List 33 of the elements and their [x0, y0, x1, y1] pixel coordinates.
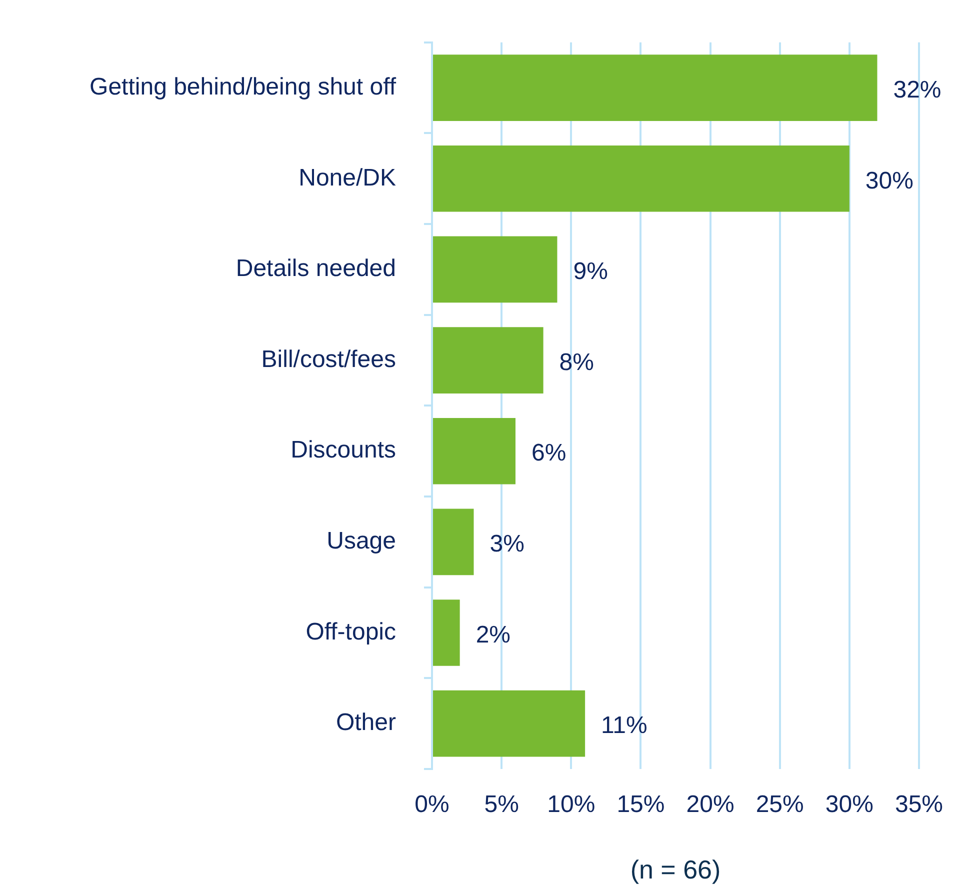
bar: [433, 236, 558, 303]
y-tick-label: Other: [336, 709, 396, 736]
x-tick-label: 15%: [616, 791, 665, 818]
data-label: 6%: [531, 440, 566, 467]
y-tick-label: Usage: [326, 528, 396, 555]
bar: [433, 690, 586, 757]
data-label: 32%: [893, 76, 942, 104]
x-tick-label: 25%: [756, 791, 804, 818]
x-tick-label: 10%: [547, 791, 596, 818]
bar: [433, 418, 516, 484]
y-tick-label: Discounts: [290, 436, 396, 464]
x-tick-label: 35%: [894, 791, 944, 818]
x-axis-title: (n = 66): [630, 854, 721, 885]
data-label: 9%: [573, 258, 608, 286]
y-tick-label: Bill/cost/fees: [261, 346, 396, 373]
data-label: 2%: [476, 621, 511, 648]
data-label: 3%: [490, 530, 524, 558]
data-label: 30%: [865, 167, 914, 194]
y-tick-label: Off-topic: [306, 618, 396, 646]
bar: [433, 600, 460, 666]
x-tick-label: 20%: [686, 791, 734, 818]
y-tick-label: None/DK: [298, 164, 396, 192]
bar: [433, 508, 474, 576]
bar: [433, 327, 544, 394]
bar: [433, 54, 878, 121]
data-label: 8%: [559, 348, 594, 376]
x-tick-label: 0%: [414, 791, 450, 818]
x-tick-label: 5%: [484, 791, 519, 818]
data-label: 11%: [601, 712, 648, 740]
bar: [433, 145, 850, 212]
y-tick-label: Getting behind/being shut off: [90, 73, 396, 100]
y-tick-label: Details needed: [236, 255, 396, 282]
x-tick-label: 30%: [825, 791, 874, 818]
